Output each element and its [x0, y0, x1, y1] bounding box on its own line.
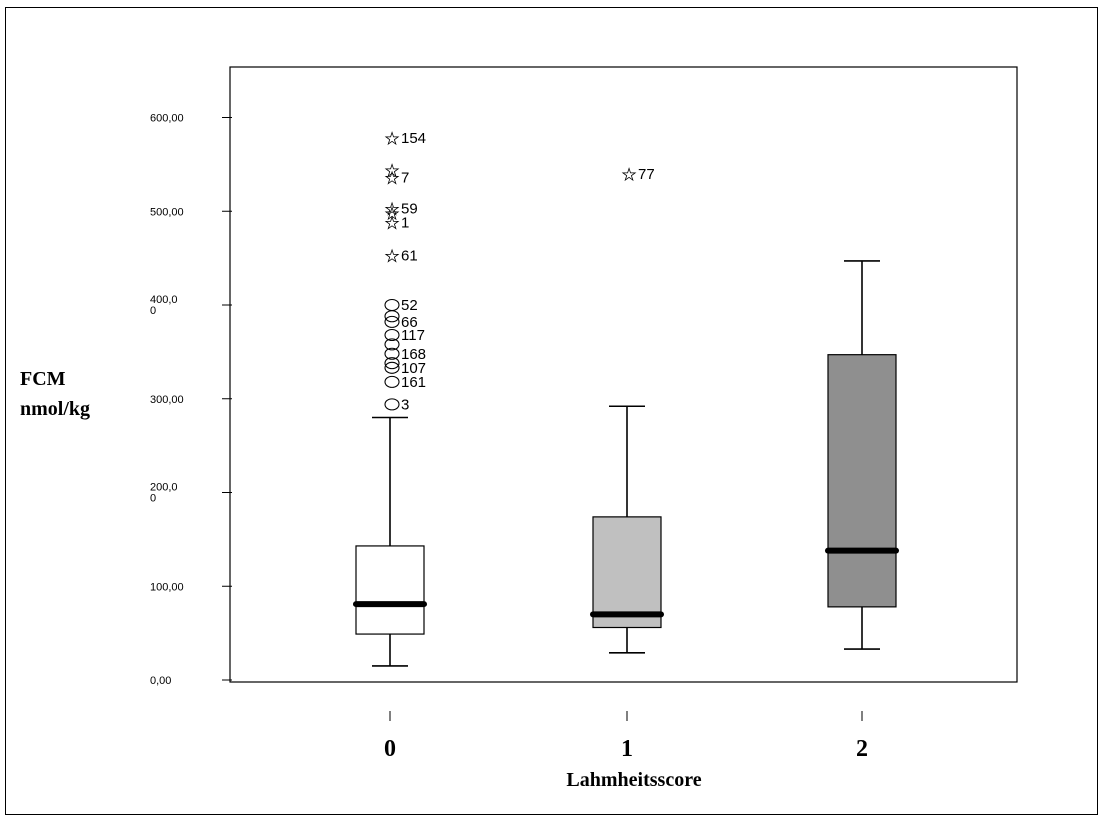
outlier-circle: [384, 328, 400, 342]
outlier-label: 61: [401, 247, 418, 264]
outlier-circle: [384, 338, 400, 351]
y-tick-label: 500,00: [150, 206, 184, 218]
box-group-1: ★ 77: [590, 164, 664, 654]
outlier-circle: [384, 398, 400, 411]
outlier-circle: [384, 357, 400, 370]
outlier-label: 168: [401, 346, 426, 363]
outlier-label: 7: [401, 170, 409, 187]
x-axis-title: Lahmheitsscore: [566, 769, 701, 791]
outlier-label: 77: [638, 166, 655, 183]
x-tick-label: 1: [621, 736, 633, 762]
outlier-star: ★: [385, 214, 399, 233]
x-tick-label: 2: [856, 736, 868, 762]
y-tick-label: 0,00: [150, 675, 171, 687]
iqr-box: [827, 354, 897, 608]
x-tick-label: 0: [384, 736, 396, 762]
y-tick-label: 600,00: [150, 113, 184, 125]
outlier-label: 1: [401, 215, 409, 232]
y-tick-label: 0: [150, 305, 156, 317]
outlier-label: 66: [401, 314, 418, 331]
y-tick-label: 200,0: [150, 482, 178, 494]
y-tick-label: 0: [150, 493, 156, 505]
x-axis: 0 1 2: [384, 711, 868, 762]
outlier-label: 3: [401, 396, 409, 413]
outlier-star: ★: [385, 199, 399, 218]
outlier-star: ★: [385, 161, 399, 180]
outlier-star: ★: [622, 165, 636, 184]
outlier-circle: [384, 298, 400, 312]
outlier-label: 117: [401, 327, 425, 344]
y-tick-label: 400,0: [150, 294, 178, 306]
outlier-star: ★: [385, 129, 399, 148]
outlier-star: ★: [385, 169, 399, 188]
outlier-label: 154: [401, 130, 426, 147]
outlier-label: 107: [401, 360, 426, 377]
y-tick-label: 100,00: [150, 581, 184, 593]
plot-area: [229, 66, 1018, 683]
outlier-label: 59: [401, 200, 418, 217]
outlier-star: ★: [385, 204, 399, 223]
y-axis-title-line: FCM: [20, 368, 66, 390]
iqr-box: [355, 545, 425, 635]
outlier-circle: [384, 347, 400, 360]
chart-frame: [5, 7, 1098, 815]
y-tick-label: 300,00: [150, 394, 184, 406]
iqr-box: [592, 516, 662, 629]
outlier-star: ★: [385, 246, 399, 265]
outlier-label: 52: [401, 297, 418, 314]
outlier-circle: [384, 361, 400, 374]
box-group-2: [825, 260, 899, 650]
y-axis-title-line: nmol/kg: [20, 398, 90, 420]
y-axis-title: FCM nmol/kg: [20, 368, 90, 420]
outlier-label: 161: [401, 374, 426, 391]
outlier-circle: [384, 315, 400, 328]
outlier-circle: [384, 375, 400, 388]
